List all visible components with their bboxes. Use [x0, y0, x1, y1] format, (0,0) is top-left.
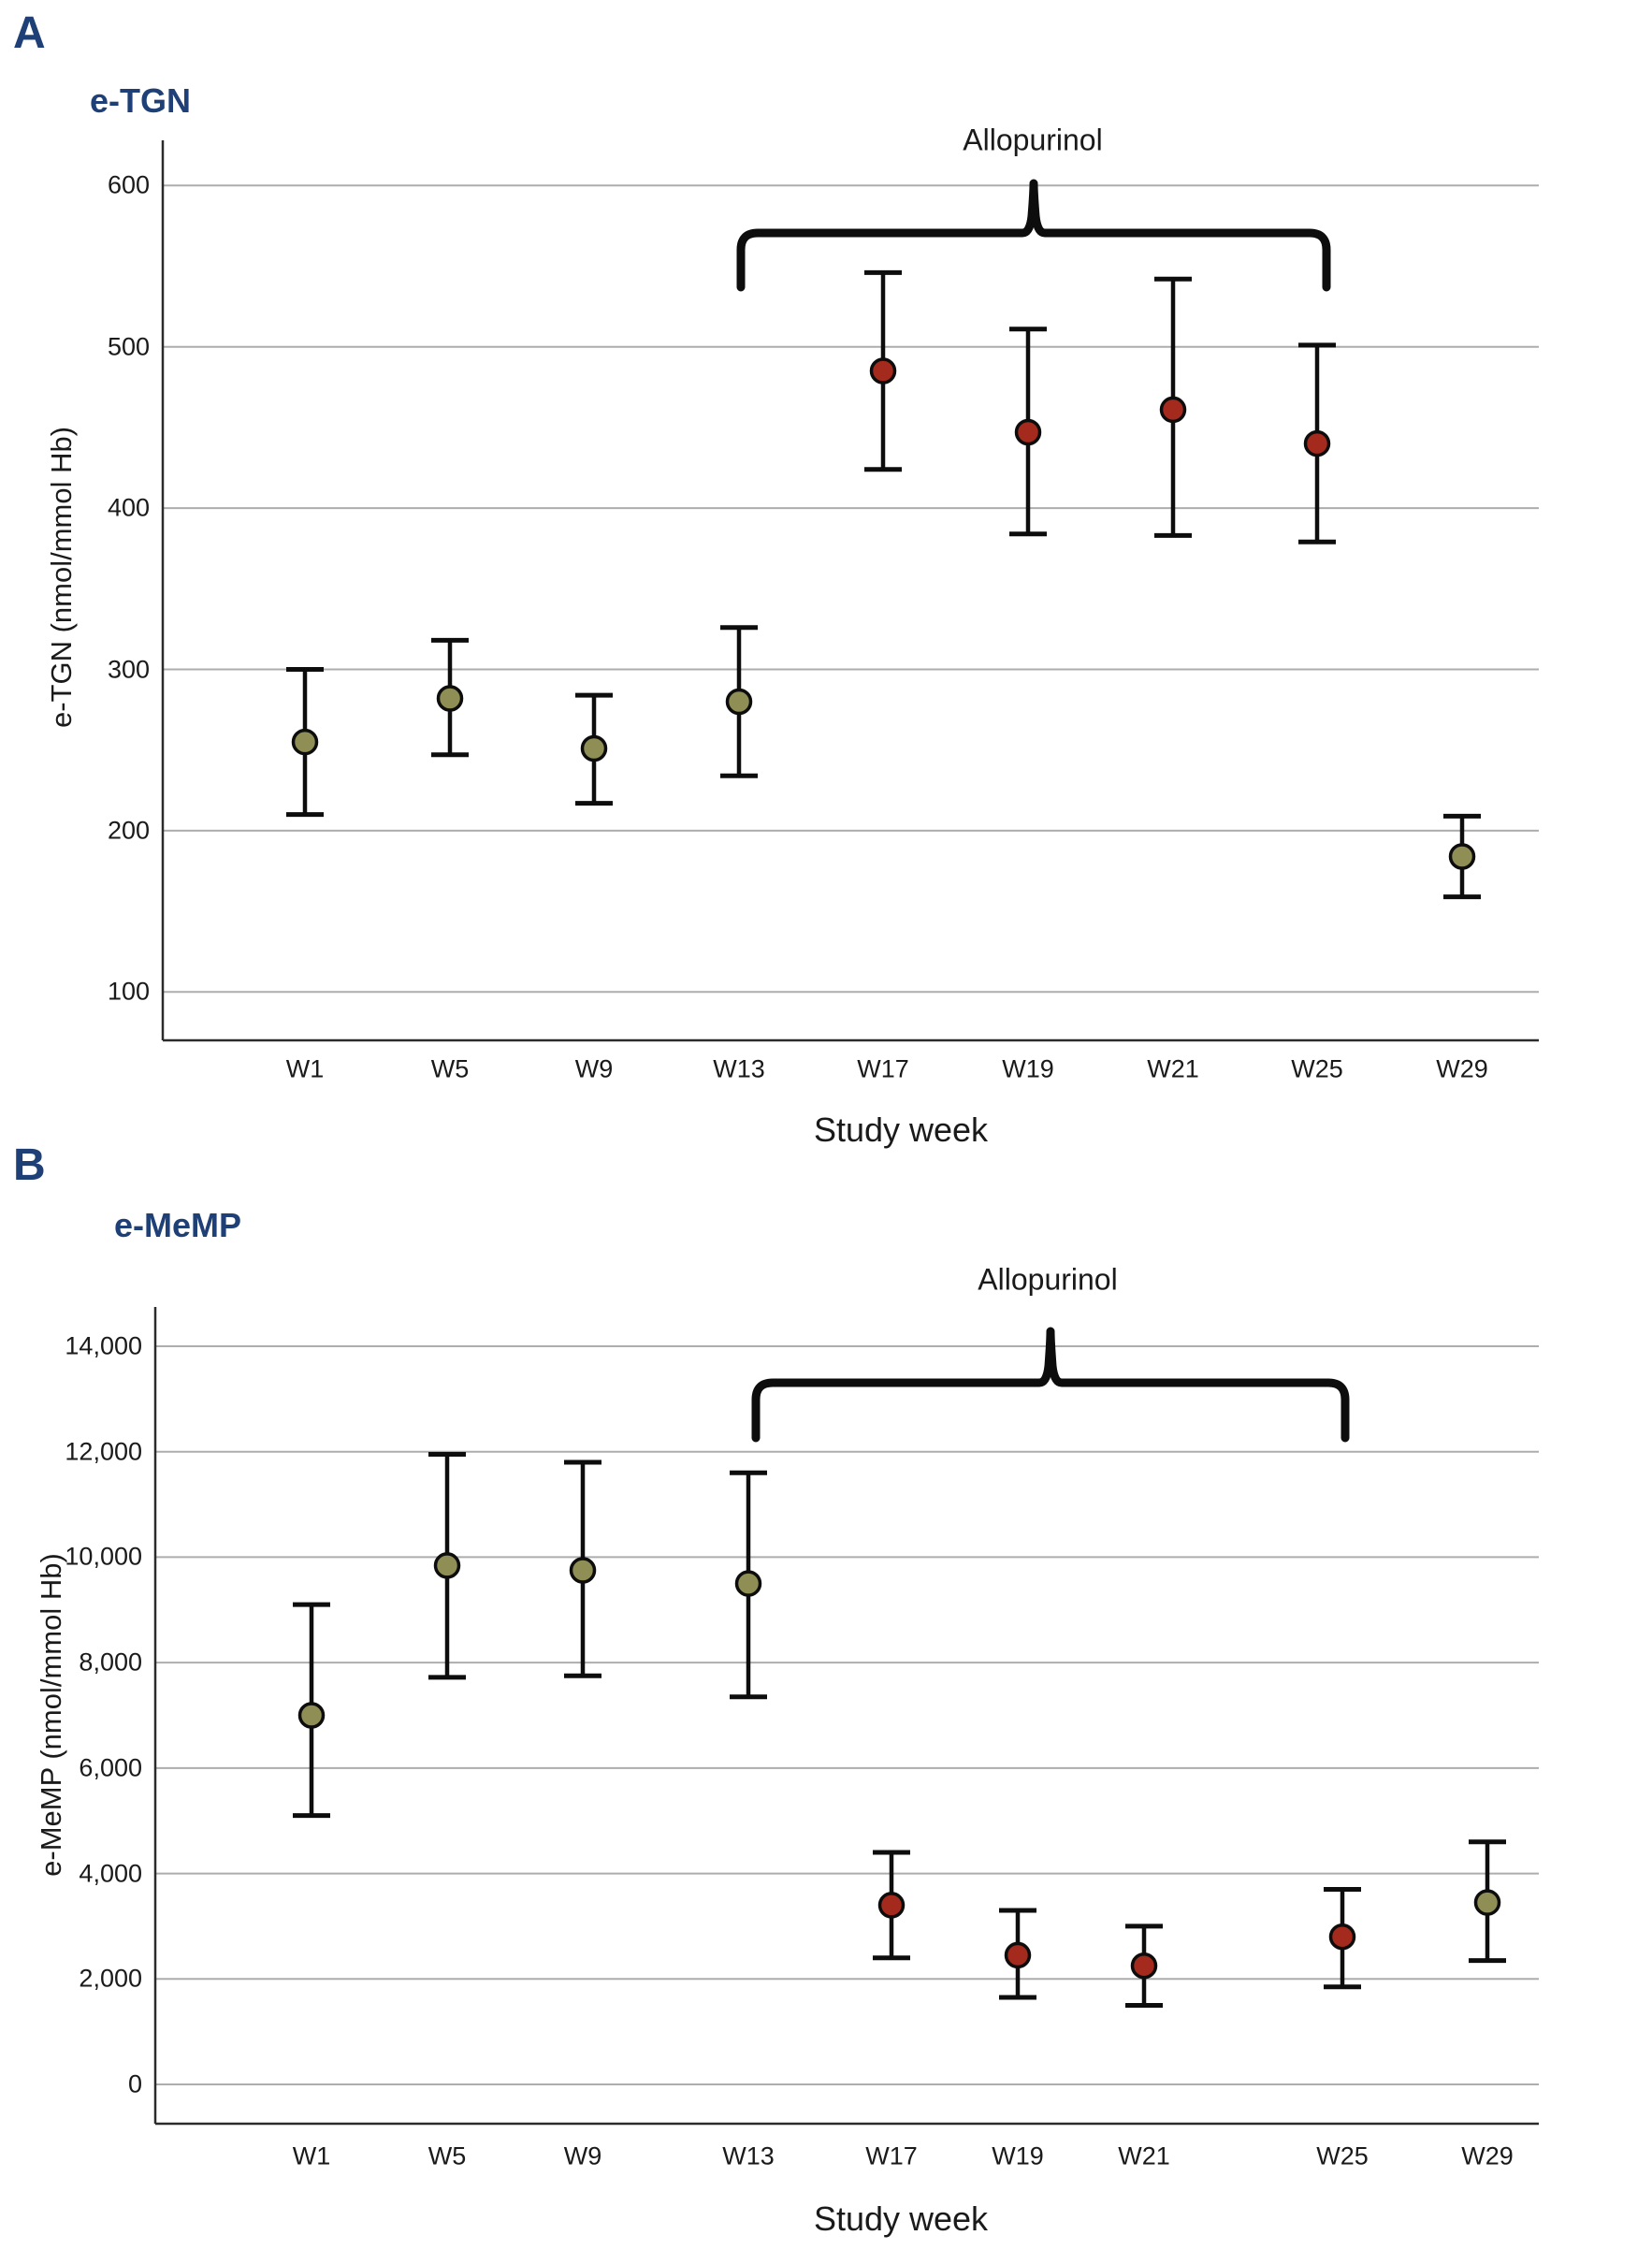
y-tick-label-a-300: 300 [107, 655, 150, 683]
x-category-label-a-W17: W17 [857, 1054, 909, 1083]
y-tick-label-b-12000: 12,000 [65, 1437, 142, 1466]
data-point-b-W25 [1328, 1923, 1356, 1951]
data-point-a-W29 [1448, 843, 1476, 870]
data-point-b-W29 [1473, 1889, 1501, 1916]
y-tick-label-b-8000: 8,000 [79, 1648, 142, 1677]
panel-a-plot [161, 140, 1539, 1042]
data-point-b-W9 [569, 1557, 597, 1584]
x-category-label-a-W25: W25 [1291, 1054, 1343, 1083]
x-category-label-a-W5: W5 [430, 1054, 470, 1083]
x-category-label-b-W21: W21 [1118, 2141, 1170, 2170]
x-category-label-b-W1: W1 [292, 2141, 331, 2170]
y-tick-label-b-10000: 10,000 [65, 1542, 142, 1571]
x-category-label-b-W9: W9 [563, 2141, 602, 2170]
allopurinol-bracket-b [751, 1327, 1350, 1443]
y-tick-label-a-600: 600 [107, 170, 150, 199]
y-tick-label-b-2000: 2,000 [79, 1964, 142, 1993]
x-category-label-b-W29: W29 [1461, 2141, 1514, 2170]
data-point-a-W25 [1303, 429, 1331, 457]
panel-a-x-axis-title: Study week [813, 1110, 989, 1149]
panel-a-title: e-TGN [90, 81, 191, 120]
panel-b-letter: B [13, 1140, 46, 1190]
x-category-label-a-W1: W1 [285, 1054, 325, 1083]
x-category-label-b-W19: W19 [992, 2141, 1044, 2170]
y-tick-label-b-14000: 14,000 [65, 1331, 142, 1360]
x-category-label-a-W21: W21 [1147, 1054, 1199, 1083]
panel-b-allopurinol-label: Allopurinol [978, 1262, 1118, 1297]
data-point-b-W17 [877, 1892, 906, 1919]
y-tick-label-a-500: 500 [107, 332, 150, 361]
data-point-b-W5 [433, 1552, 461, 1579]
data-point-b-W13 [734, 1570, 762, 1597]
x-category-label-a-W19: W19 [1002, 1054, 1054, 1083]
y-tick-label-b-0: 0 [127, 2069, 142, 2098]
x-category-label-b-W17: W17 [865, 2141, 918, 2170]
data-point-a-W19 [1014, 418, 1042, 446]
panel-a-allopurinol-label: Allopurinol [963, 123, 1103, 157]
data-point-b-W1 [297, 1702, 326, 1729]
panel-b-title: e-MeMP [114, 1206, 242, 1244]
data-point-b-W19 [1004, 1941, 1032, 1969]
x-category-label-a-W13: W13 [713, 1054, 765, 1083]
x-category-label-b-W5: W5 [427, 2141, 467, 2170]
panel-b-y-axis-title: e-MeMP (nmol/mmol Hb) [35, 1553, 67, 1877]
x-category-label-a-W29: W29 [1436, 1054, 1488, 1083]
data-point-a-W1 [291, 728, 319, 756]
panel-b-x-axis-title: Study week [813, 2199, 989, 2238]
allopurinol-bracket-a [736, 179, 1331, 292]
data-point-a-W13 [725, 688, 753, 716]
x-category-label-a-W9: W9 [574, 1054, 614, 1083]
panel-b-plot [153, 1307, 1539, 2126]
panel-a-letter: A [13, 8, 46, 58]
data-point-b-W21 [1130, 1952, 1158, 1980]
data-point-a-W9 [580, 734, 608, 762]
data-point-a-W5 [436, 685, 464, 712]
y-tick-label-a-200: 200 [107, 816, 150, 845]
y-tick-label-a-100: 100 [107, 977, 150, 1006]
data-point-a-W21 [1159, 396, 1187, 424]
x-category-label-b-W25: W25 [1316, 2141, 1369, 2170]
y-tick-label-b-4000: 4,000 [79, 1859, 142, 1888]
x-category-label-b-W13: W13 [722, 2141, 775, 2170]
y-tick-label-b-6000: 6,000 [79, 1753, 142, 1782]
y-tick-label-a-400: 400 [107, 493, 150, 522]
data-point-a-W17 [869, 357, 897, 385]
